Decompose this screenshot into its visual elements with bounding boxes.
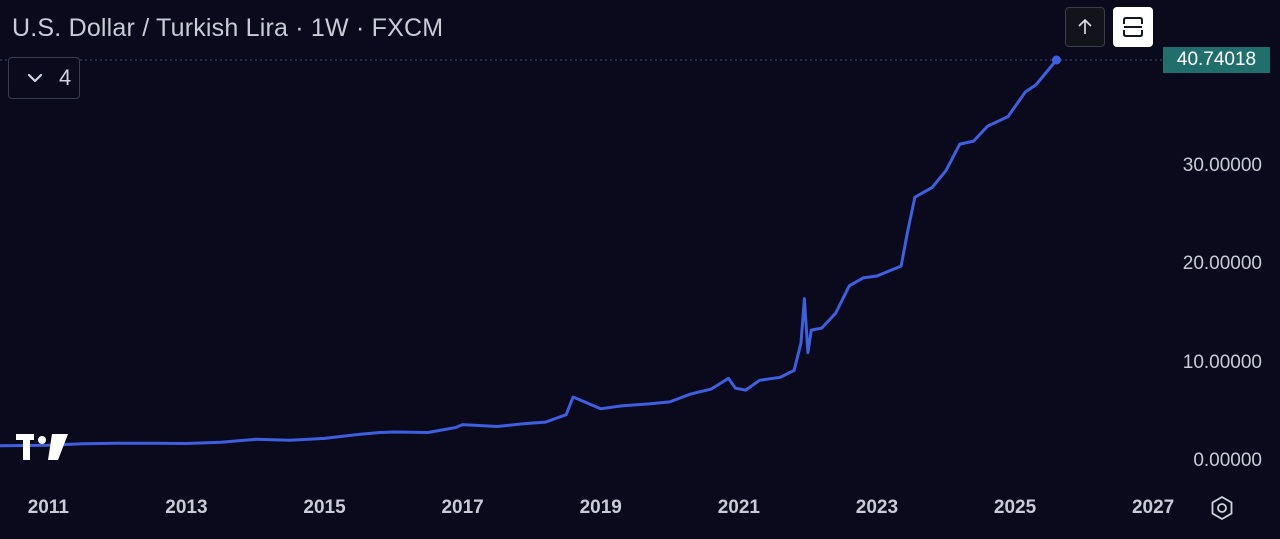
- last-price-point: [1051, 55, 1061, 65]
- x-tick-label: 2021: [717, 497, 760, 518]
- last-price-tag: 40.74018: [1163, 47, 1270, 73]
- indicator-count: 4: [59, 65, 72, 90]
- settings-icon[interactable]: [1208, 494, 1236, 522]
- symbol-title: U.S. Dollar / Turkish Lira · 1W · FXCM: [12, 14, 444, 42]
- scroll-up-button[interactable]: [1065, 7, 1105, 47]
- expand-button[interactable]: [1113, 7, 1153, 47]
- x-tick-label: 2019: [579, 497, 622, 518]
- y-tick-label: 30.00000: [1182, 154, 1262, 176]
- expand-icon: [1123, 17, 1143, 37]
- x-tick-label: 2013: [165, 497, 208, 518]
- chevron-down-icon: [27, 73, 43, 83]
- x-tick-label: 2011: [27, 497, 69, 518]
- legend-toggle-button[interactable]: 4: [8, 57, 80, 99]
- x-tick-label: 2017: [441, 497, 484, 518]
- arrow-up-icon: [1078, 18, 1092, 34]
- x-tick-label: 2025: [993, 497, 1037, 518]
- x-tick-label: 2015: [303, 497, 346, 518]
- tradingview-logo: [16, 434, 68, 460]
- y-tick-label: 20.00000: [1182, 253, 1262, 275]
- price-series: [0, 55, 1061, 448]
- x-tick-label: 2027: [1131, 497, 1175, 518]
- price-line: [0, 59, 1058, 448]
- y-tick-label: 0.00000: [1193, 450, 1262, 471]
- y-tick-label: 10.00000: [1182, 351, 1262, 373]
- x-tick-label: 2023: [855, 497, 899, 518]
